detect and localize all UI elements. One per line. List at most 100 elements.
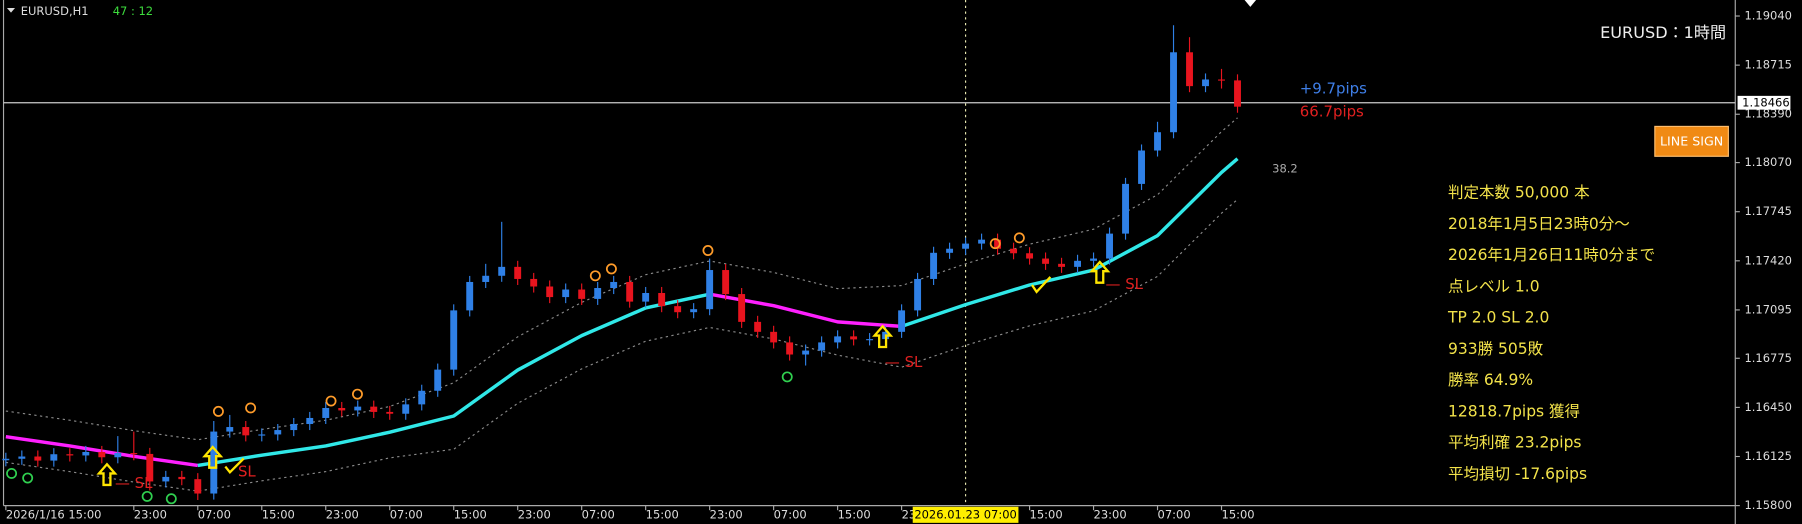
stat-line: 12818.7pips 獲得 bbox=[1448, 402, 1580, 420]
candle-body bbox=[194, 479, 202, 494]
x-tick-label: 07:00 bbox=[198, 507, 231, 521]
x-tick-label: 23:00 bbox=[518, 507, 551, 521]
y-tick-label: 1.16125 bbox=[1744, 449, 1792, 463]
y-tick-label: 1.17420 bbox=[1744, 253, 1792, 267]
candle-body bbox=[754, 321, 762, 332]
candle-body bbox=[338, 407, 346, 411]
candle-body bbox=[1090, 258, 1097, 261]
candle-body bbox=[450, 310, 458, 370]
candle-body bbox=[1058, 263, 1066, 267]
stat-line: 933勝 505敗 bbox=[1448, 340, 1544, 358]
crosshair-box bbox=[912, 506, 1019, 523]
y-tick-label: 1.17745 bbox=[1744, 204, 1792, 218]
stat-line: TP 2.0 SL 2.0 bbox=[1447, 309, 1549, 327]
candle-body bbox=[146, 453, 154, 482]
candle-body bbox=[994, 239, 1002, 249]
candle-body bbox=[834, 336, 842, 343]
candle-body bbox=[34, 456, 42, 461]
candle-body bbox=[1122, 183, 1129, 234]
candle-body bbox=[98, 451, 106, 458]
buy-arrow bbox=[96, 462, 118, 487]
candle-body bbox=[290, 424, 298, 431]
chart-title: EURUSD：1時間 bbox=[1600, 23, 1726, 42]
stat-line: 判定本数 50,000 本 bbox=[1448, 184, 1590, 202]
candle-body bbox=[18, 456, 26, 459]
candle-body bbox=[514, 266, 522, 279]
line-sign-button[interactable]: LINE SIGN bbox=[1654, 125, 1729, 157]
candle-body bbox=[386, 411, 394, 414]
candle-body bbox=[850, 336, 858, 340]
x-tick-label: 23:00 bbox=[326, 507, 359, 521]
pips-up: +9.7pips bbox=[1300, 80, 1367, 98]
x-tick-label: 15:00 bbox=[838, 507, 871, 521]
y-tick-label: 1.16450 bbox=[1744, 400, 1792, 414]
candle-body bbox=[114, 453, 122, 458]
pips-down: 66.7pips bbox=[1300, 103, 1364, 121]
candle-body bbox=[578, 289, 586, 299]
candle-body bbox=[354, 406, 362, 411]
candle-body bbox=[866, 339, 874, 341]
band-label: 38.2 bbox=[1272, 161, 1298, 175]
x-tick-label: 15:00 bbox=[1222, 507, 1255, 521]
candle-body bbox=[418, 390, 426, 405]
x-tick-label: 07:00 bbox=[390, 507, 423, 521]
candle-body bbox=[402, 404, 410, 414]
candle-body bbox=[210, 431, 218, 494]
candle-body bbox=[498, 266, 506, 276]
candle-body bbox=[802, 350, 810, 355]
indicator-line bbox=[5, 117, 1238, 441]
candle-body bbox=[658, 293, 666, 307]
candle-body bbox=[434, 369, 442, 391]
y-tick-label: 1.18390 bbox=[1744, 107, 1792, 121]
x-tick-label: 07:00 bbox=[1158, 507, 1191, 521]
candle-body bbox=[610, 281, 618, 289]
y-tick-label: 1.18070 bbox=[1744, 155, 1792, 169]
candle-body bbox=[546, 286, 554, 298]
candle-body bbox=[1042, 258, 1050, 264]
candle-body bbox=[594, 288, 602, 299]
x-tick-label: 15:00 bbox=[454, 507, 487, 521]
candle-body bbox=[274, 430, 282, 435]
candle-body bbox=[946, 248, 954, 253]
x-tick-label: 23:00 bbox=[134, 507, 167, 521]
x-tick-label: 15:00 bbox=[1030, 507, 1063, 521]
stat-line: 2026年1月26日11時0分まで bbox=[1448, 246, 1655, 264]
candle-body bbox=[482, 275, 490, 282]
price-label: 1.18466 bbox=[1742, 95, 1790, 109]
countdown: 47 : 12 bbox=[113, 4, 153, 18]
menu-triangle[interactable] bbox=[6, 8, 16, 13]
candle-body bbox=[962, 243, 970, 249]
sl-label: — SL bbox=[885, 353, 923, 371]
stats-panel: 判定本数 50,000 本 2018年1月5日23時0分～ 2026年1月26日11… bbox=[1447, 184, 1655, 483]
candle-body bbox=[1202, 79, 1209, 87]
buy-arrow bbox=[202, 445, 224, 469]
symbol-label: EURUSD,H1 bbox=[21, 4, 89, 18]
candle-body bbox=[1074, 260, 1081, 267]
candle-body bbox=[226, 427, 234, 432]
buy-arrow bbox=[872, 324, 894, 349]
candle-body bbox=[82, 451, 90, 456]
candle-body bbox=[178, 476, 186, 480]
button-label[interactable]: LINE SIGN bbox=[1660, 133, 1723, 148]
candle-body bbox=[242, 427, 250, 436]
button-bg[interactable] bbox=[1654, 125, 1729, 157]
entry-circles bbox=[6, 371, 793, 505]
x-tick-label: 07:00 bbox=[582, 507, 615, 521]
stat-line: 点レベル 1.0 bbox=[1448, 277, 1540, 295]
candle-body bbox=[1026, 253, 1034, 259]
price-box bbox=[1737, 95, 1791, 110]
candle-body bbox=[1106, 233, 1113, 259]
candle-body bbox=[1186, 52, 1193, 87]
check-mark bbox=[224, 457, 245, 475]
candle-body bbox=[530, 278, 538, 287]
y-tick-label: 1.16775 bbox=[1744, 351, 1792, 365]
x-tick-label: 23:00 bbox=[1094, 507, 1127, 521]
candle-body bbox=[562, 289, 570, 298]
candle-body bbox=[722, 270, 730, 295]
candle-body bbox=[770, 331, 778, 343]
candle-body bbox=[818, 342, 826, 351]
